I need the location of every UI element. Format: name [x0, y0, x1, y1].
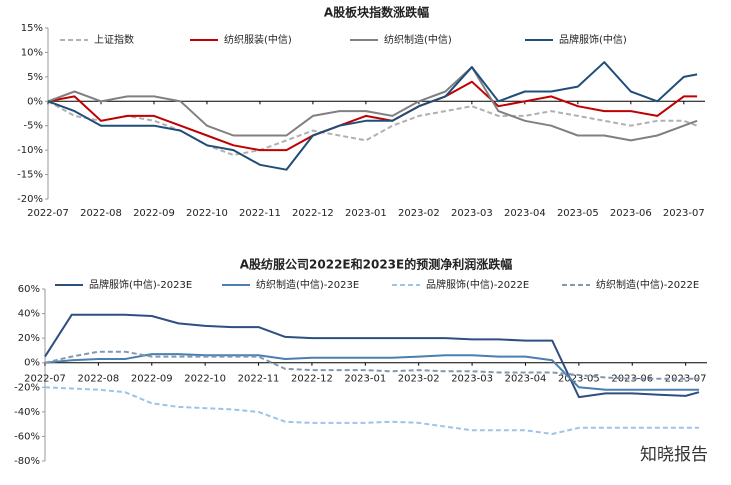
y-tick-label: -5%: [24, 121, 43, 132]
y-tick-label: -80%: [14, 456, 40, 467]
y-tick-label: -15%: [17, 170, 43, 181]
legend-label: 纺织制造(中信): [384, 33, 452, 46]
x-tick-label: 2022-12: [292, 208, 334, 219]
x-tick-label: 2023-03: [451, 208, 493, 219]
legend-label: 上证指数: [94, 33, 134, 46]
x-tick-label: 2023-03: [451, 374, 493, 385]
legend-label: 纺织服装(中信): [224, 33, 292, 46]
x-tick-label: 2022-11: [239, 208, 281, 219]
x-tick-label: 2023-04: [504, 208, 546, 219]
watermark: 知晓报告: [640, 445, 708, 465]
x-tick-label: 2022-07: [24, 374, 66, 385]
x-tick-label: 2022-11: [238, 374, 280, 385]
x-tick-label: 2022-12: [291, 374, 333, 385]
x-tick-label: 2023-02: [398, 208, 440, 219]
series-line: [47, 61, 698, 171]
y-tick-label: 5%: [27, 72, 43, 83]
series-line: [44, 350, 699, 380]
x-tick-label: 2023-07: [663, 208, 705, 219]
x-tick-label: 2023-02: [398, 374, 440, 385]
legend-label: 品牌服饰(中信): [559, 33, 627, 46]
x-tick-label: 2022-07: [27, 208, 69, 219]
series-line: [47, 66, 698, 142]
x-tick-label: 2022-10: [186, 208, 228, 219]
series-line: [44, 313, 700, 399]
chart-title: A股纺服公司2022E和2023E的预测净利润涨跌幅: [240, 257, 512, 272]
legend-label: 纺织制造(中信)-2022E: [596, 278, 699, 291]
y-tick-label: 0%: [27, 96, 43, 107]
x-tick-label: 2022-08: [77, 374, 119, 385]
x-tick-label: 2022-09: [133, 208, 175, 219]
x-tick-label: 2022-09: [131, 374, 173, 385]
chart-title: A股板块指数涨跌幅: [324, 5, 429, 20]
y-tick-label: 60%: [18, 284, 40, 295]
x-tick-label: 2023-06: [611, 374, 653, 385]
legend-label: 品牌服饰(中信)-2022E: [426, 278, 529, 291]
y-tick-label: 10%: [21, 47, 43, 58]
y-tick-label: -20%: [17, 194, 43, 205]
y-tick-label: -20%: [14, 382, 40, 393]
x-tick-label: 2022-10: [184, 374, 226, 385]
series-line: [47, 80, 698, 152]
legend-label: 品牌服饰(中信)-2023E: [89, 278, 192, 291]
x-tick-label: 2023-04: [505, 374, 547, 385]
y-tick-label: 0%: [24, 358, 40, 369]
x-tick-label: 2023-01: [344, 374, 386, 385]
y-tick-label: 20%: [18, 333, 40, 344]
x-tick-label: 2023-05: [557, 208, 599, 219]
x-tick-label: 2022-08: [80, 208, 122, 219]
y-tick-label: 40%: [18, 309, 40, 320]
x-tick-label: 2023-07: [665, 374, 707, 385]
y-tick-label: -40%: [14, 407, 40, 418]
y-tick-label: -10%: [17, 145, 43, 156]
x-tick-label: 2023-06: [610, 208, 652, 219]
legend-label: 纺织制造(中信)-2023E: [256, 278, 359, 291]
y-tick-label: 15%: [21, 23, 43, 34]
x-tick-label: 2023-01: [345, 208, 387, 219]
series-line: [47, 100, 698, 156]
x-tick-label: 2023-05: [558, 374, 600, 385]
y-tick-label: -60%: [14, 431, 40, 442]
series-line: [44, 353, 699, 391]
series-line: [44, 386, 699, 435]
